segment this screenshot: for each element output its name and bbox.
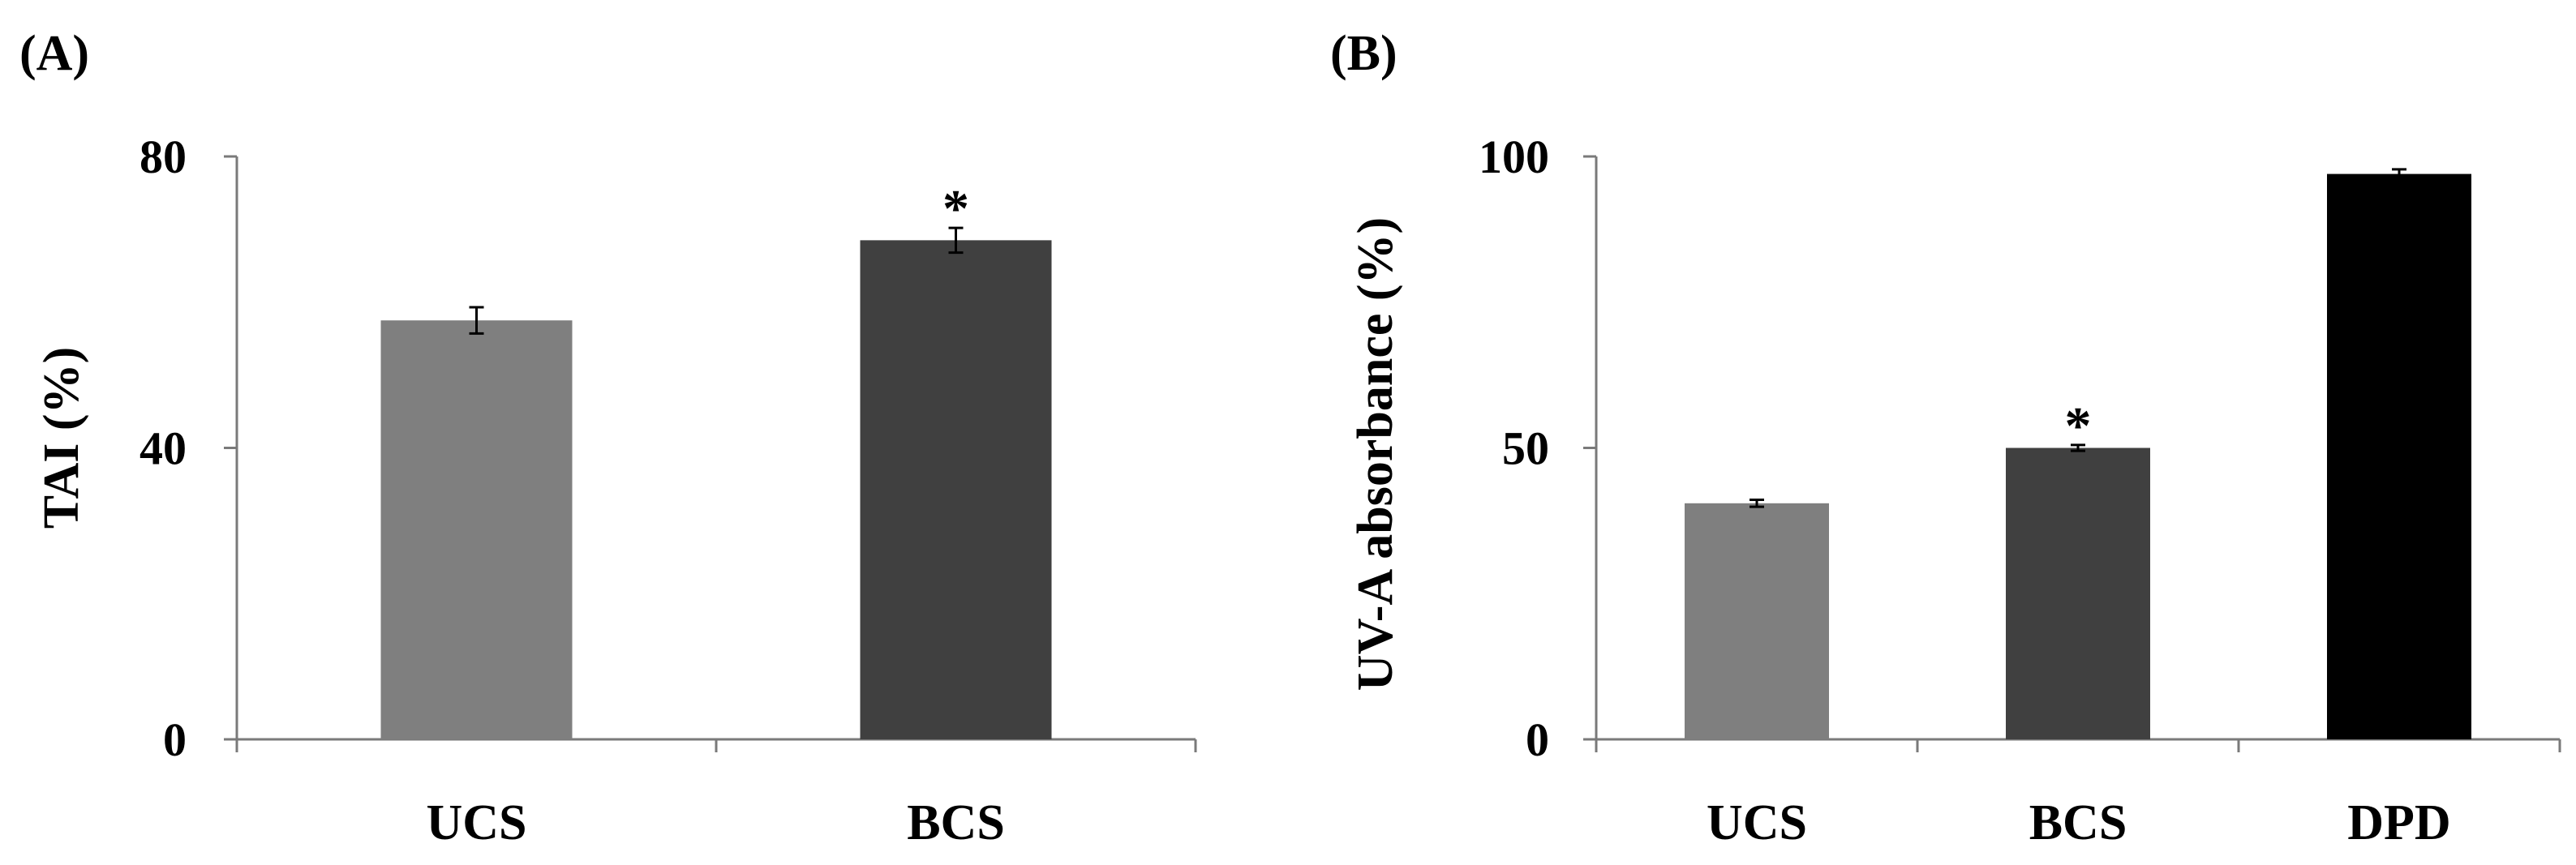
panel-a-y-tick-label: 0	[163, 713, 187, 766]
panel-a-label: (A)	[19, 26, 89, 81]
panel-b-category-label: UCS	[1707, 795, 1807, 850]
panel-a-category-label: UCS	[426, 795, 526, 850]
panel-b-error-bar-dpd	[2392, 168, 2406, 180]
panel-a-bar-bcs	[860, 240, 1052, 739]
panel-b-y-axis-title: UV-A absorbance (%)	[1348, 217, 1403, 691]
panel-a-category-label: BCS	[907, 795, 1005, 850]
panel-a-significance-mark: *	[942, 179, 969, 238]
panel-b-category-label: DPD	[2347, 795, 2450, 850]
panel-a-error-bar-ucs	[469, 306, 484, 335]
panel-b: (B) 0 50 100 UCS BCS * DPD UV-A absorbance (%)	[1330, 26, 2561, 850]
panel-a-y-axis-title: TAI (%)	[34, 347, 89, 529]
panel-b-bar-bcs	[2006, 447, 2150, 739]
panel-b-marks: 0 50 100 UCS BCS * DPD	[1479, 131, 2561, 850]
panel-b-label: (B)	[1330, 26, 1397, 81]
panel-b-bar-dpd	[2327, 173, 2471, 739]
panel-b-y-tick-label: 50	[1502, 422, 1549, 475]
panel-b-significance-mark: *	[2065, 396, 2092, 456]
panel-a-error-bar-bcs	[948, 226, 964, 255]
panel-b-y-tick-label: 100	[1479, 131, 1549, 183]
panel-b-y-tick-label: 0	[1526, 713, 1549, 766]
panel-b-category-label: BCS	[2029, 795, 2127, 850]
panel-b-error-bar-bcs	[2071, 443, 2085, 452]
panel-a-marks: 0 40 80 UCS BCS *	[140, 131, 1197, 850]
panel-b-bar-ucs	[1685, 503, 1829, 739]
panel-a-bar-ucs	[380, 320, 573, 739]
panel-a: (A) 0 40 80 UCS BCS * TAI (%)	[19, 26, 1197, 850]
panel-a-y-tick-label: 80	[140, 131, 187, 183]
panel-b-error-bar-ucs	[1750, 498, 1764, 508]
panel-a-y-tick-label: 40	[140, 422, 187, 475]
